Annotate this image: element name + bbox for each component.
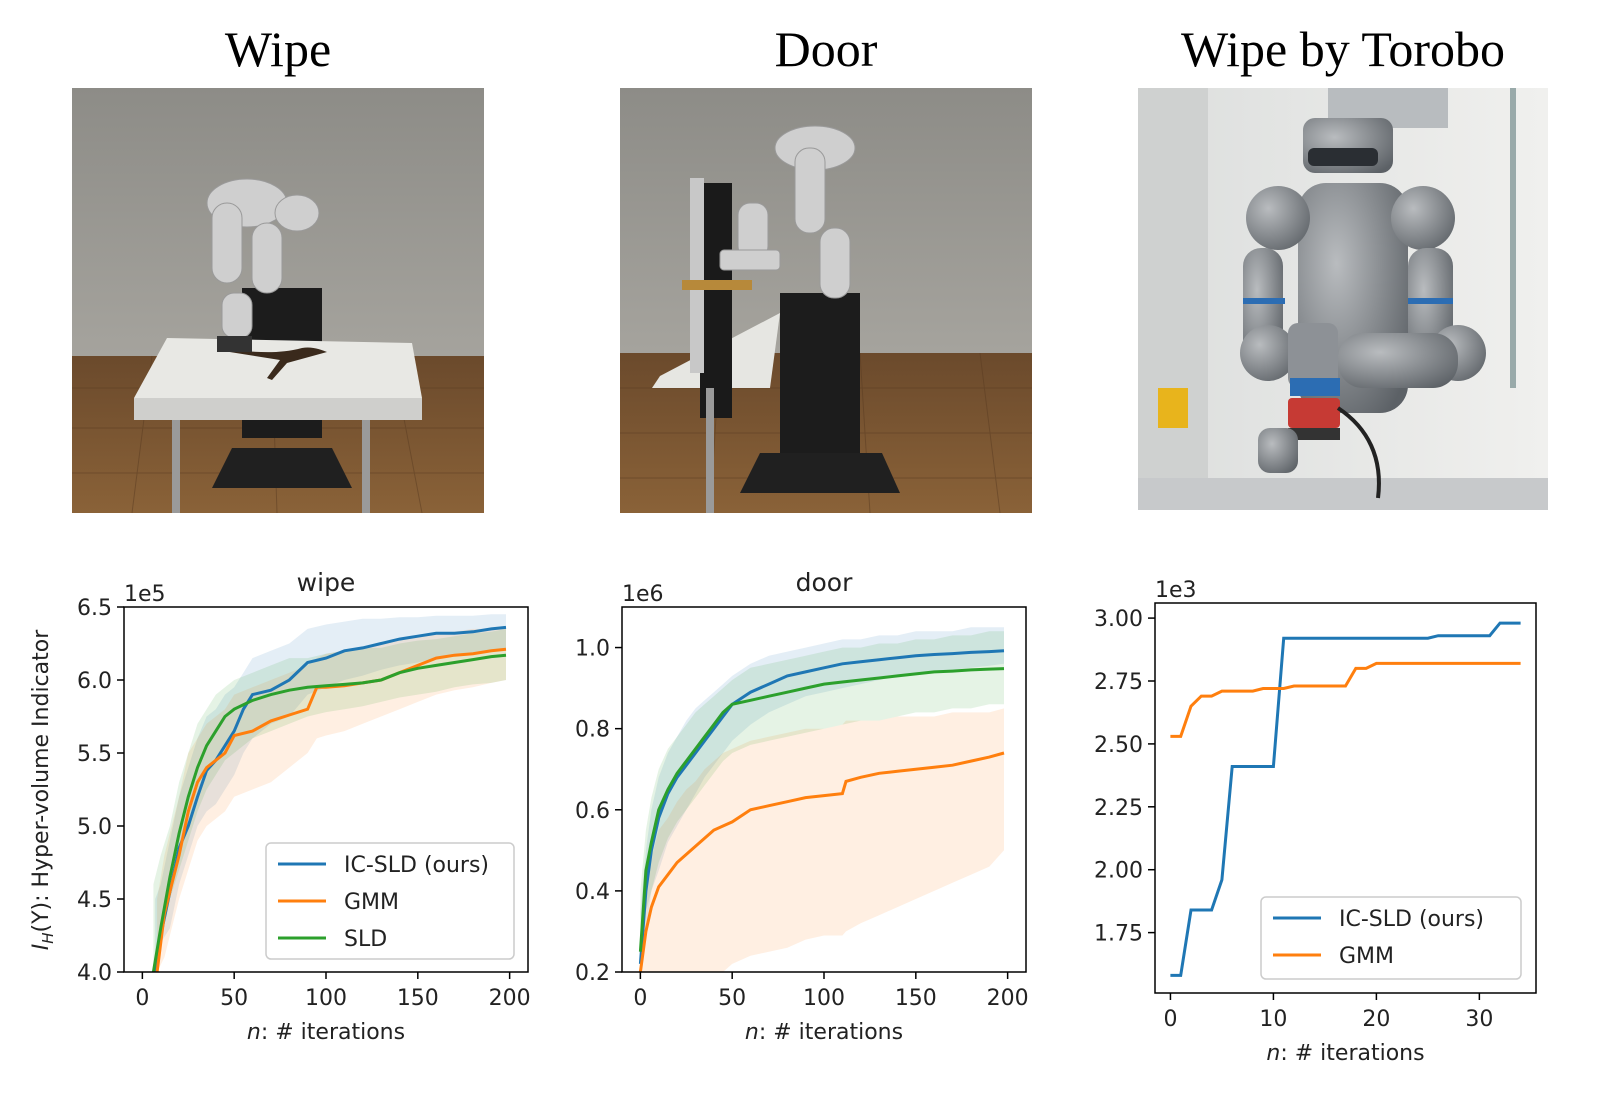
series-line-1: [1170, 661, 1521, 738]
x-axis-label: n: # iterations: [745, 1020, 903, 1045]
legend-label: SLD: [344, 927, 387, 952]
series-line-0: [153, 625, 507, 972]
axis-multiplier: 1e6: [622, 582, 664, 607]
chart-title: wipe: [297, 568, 356, 597]
y-tick-label: 3.00: [1094, 607, 1143, 632]
x-tick-label: 100: [803, 986, 845, 1011]
y-tick-label: 6.0: [77, 669, 112, 694]
legend-label: IC-SLD (ours): [344, 853, 489, 878]
series-line-1: [638, 751, 1005, 972]
y-tick-label: 2.75: [1094, 670, 1143, 695]
confidence-band-0: [640, 627, 1004, 972]
plot-area: [151, 614, 507, 972]
chart-title: door: [796, 568, 853, 597]
plot-area: [638, 627, 1005, 972]
x-axis-label: n: # iterations: [1266, 1041, 1424, 1066]
y-tick-label: 5.5: [77, 742, 112, 767]
wipe-simulation-photo: [72, 88, 484, 513]
x-tick-label: 200: [489, 986, 531, 1011]
x-tick-label: 100: [305, 986, 347, 1011]
y-tick-label: 4.5: [77, 888, 112, 913]
legend: IC-SLD (ours) GMM: [1260, 896, 1522, 980]
confidence-band-2: [640, 631, 1004, 972]
panel-title-wipe-by-torobo: Wipe by Torobo: [1180, 21, 1506, 77]
y-tick-label: 0.8: [575, 718, 610, 743]
confidence-band-1: [157, 627, 506, 972]
y-tick-label: 1.0: [575, 637, 610, 662]
x-tick-label: 200: [987, 986, 1029, 1011]
y-tick-label: 6.5: [77, 596, 112, 621]
shared-y-axis-label: IH(Y): Hyper-volume Indicator: [29, 629, 57, 951]
x-tick-label: 0: [633, 986, 647, 1011]
panel-title-door: Door: [774, 21, 878, 77]
door-chart: 0 50 100 150 200 0.2 0.4 0.6 0.8 1.0 1e6 door n: # i…: [575, 568, 1029, 1045]
series-line-0: [1170, 621, 1521, 977]
confidence-band-1: [640, 708, 1004, 972]
panel-title-wipe: Wipe: [224, 21, 332, 77]
axis-multiplier: 1e3: [1155, 578, 1197, 603]
y-tick-label: 2.50: [1094, 733, 1143, 758]
legend-label: GMM: [1339, 944, 1394, 969]
y-tick-label: 0.2: [575, 961, 610, 986]
y-tick-label: 2.25: [1094, 796, 1143, 821]
series-line-0: [638, 649, 1005, 965]
y-tick-label: 0.6: [575, 799, 610, 824]
torobo-chart: 0 10 20 30 1.75 2.00 2.25 2.50 2.75 3.00 1e3 n: # i…: [1094, 578, 1537, 1066]
x-tick-label: 150: [397, 986, 439, 1011]
legend-label: IC-SLD (ours): [1339, 907, 1484, 932]
x-tick-label: 10: [1259, 1007, 1287, 1032]
x-axis-label: n: # iterations: [247, 1020, 405, 1045]
torobo-robot-photo: [1138, 88, 1548, 510]
y-tick-label: 0.4: [575, 880, 610, 905]
series-line-2: [638, 667, 1005, 952]
x-tick-label: 50: [220, 986, 248, 1011]
axes-frame: [1154, 602, 1537, 994]
y-tick-label: 4.0: [77, 961, 112, 986]
y-tick-label: 5.0: [77, 815, 112, 840]
x-tick-label: 150: [895, 986, 937, 1011]
y-tick-label: 2.00: [1094, 859, 1143, 884]
x-tick-label: 30: [1465, 1007, 1493, 1032]
x-tick-label: 0: [1163, 1007, 1177, 1032]
series-line-2: [151, 653, 507, 972]
legend: IC-SLD (ours) GMM SLD: [265, 842, 515, 960]
legend-label: GMM: [344, 890, 399, 915]
x-tick-label: 50: [718, 986, 746, 1011]
y-tick-label: 1.75: [1094, 922, 1143, 947]
door-simulation-photo: [620, 88, 1032, 513]
axis-multiplier: 1e5: [124, 582, 166, 607]
x-tick-label: 20: [1362, 1007, 1390, 1032]
plot-area: [1170, 621, 1521, 977]
wipe-chart: 0 50 100 150 200 4.0 4.5 5.0 5.5 6.0 6.5 1e5 wipe n: …: [77, 568, 531, 1045]
series-line-1: [155, 647, 507, 972]
x-tick-label: 0: [135, 986, 149, 1011]
